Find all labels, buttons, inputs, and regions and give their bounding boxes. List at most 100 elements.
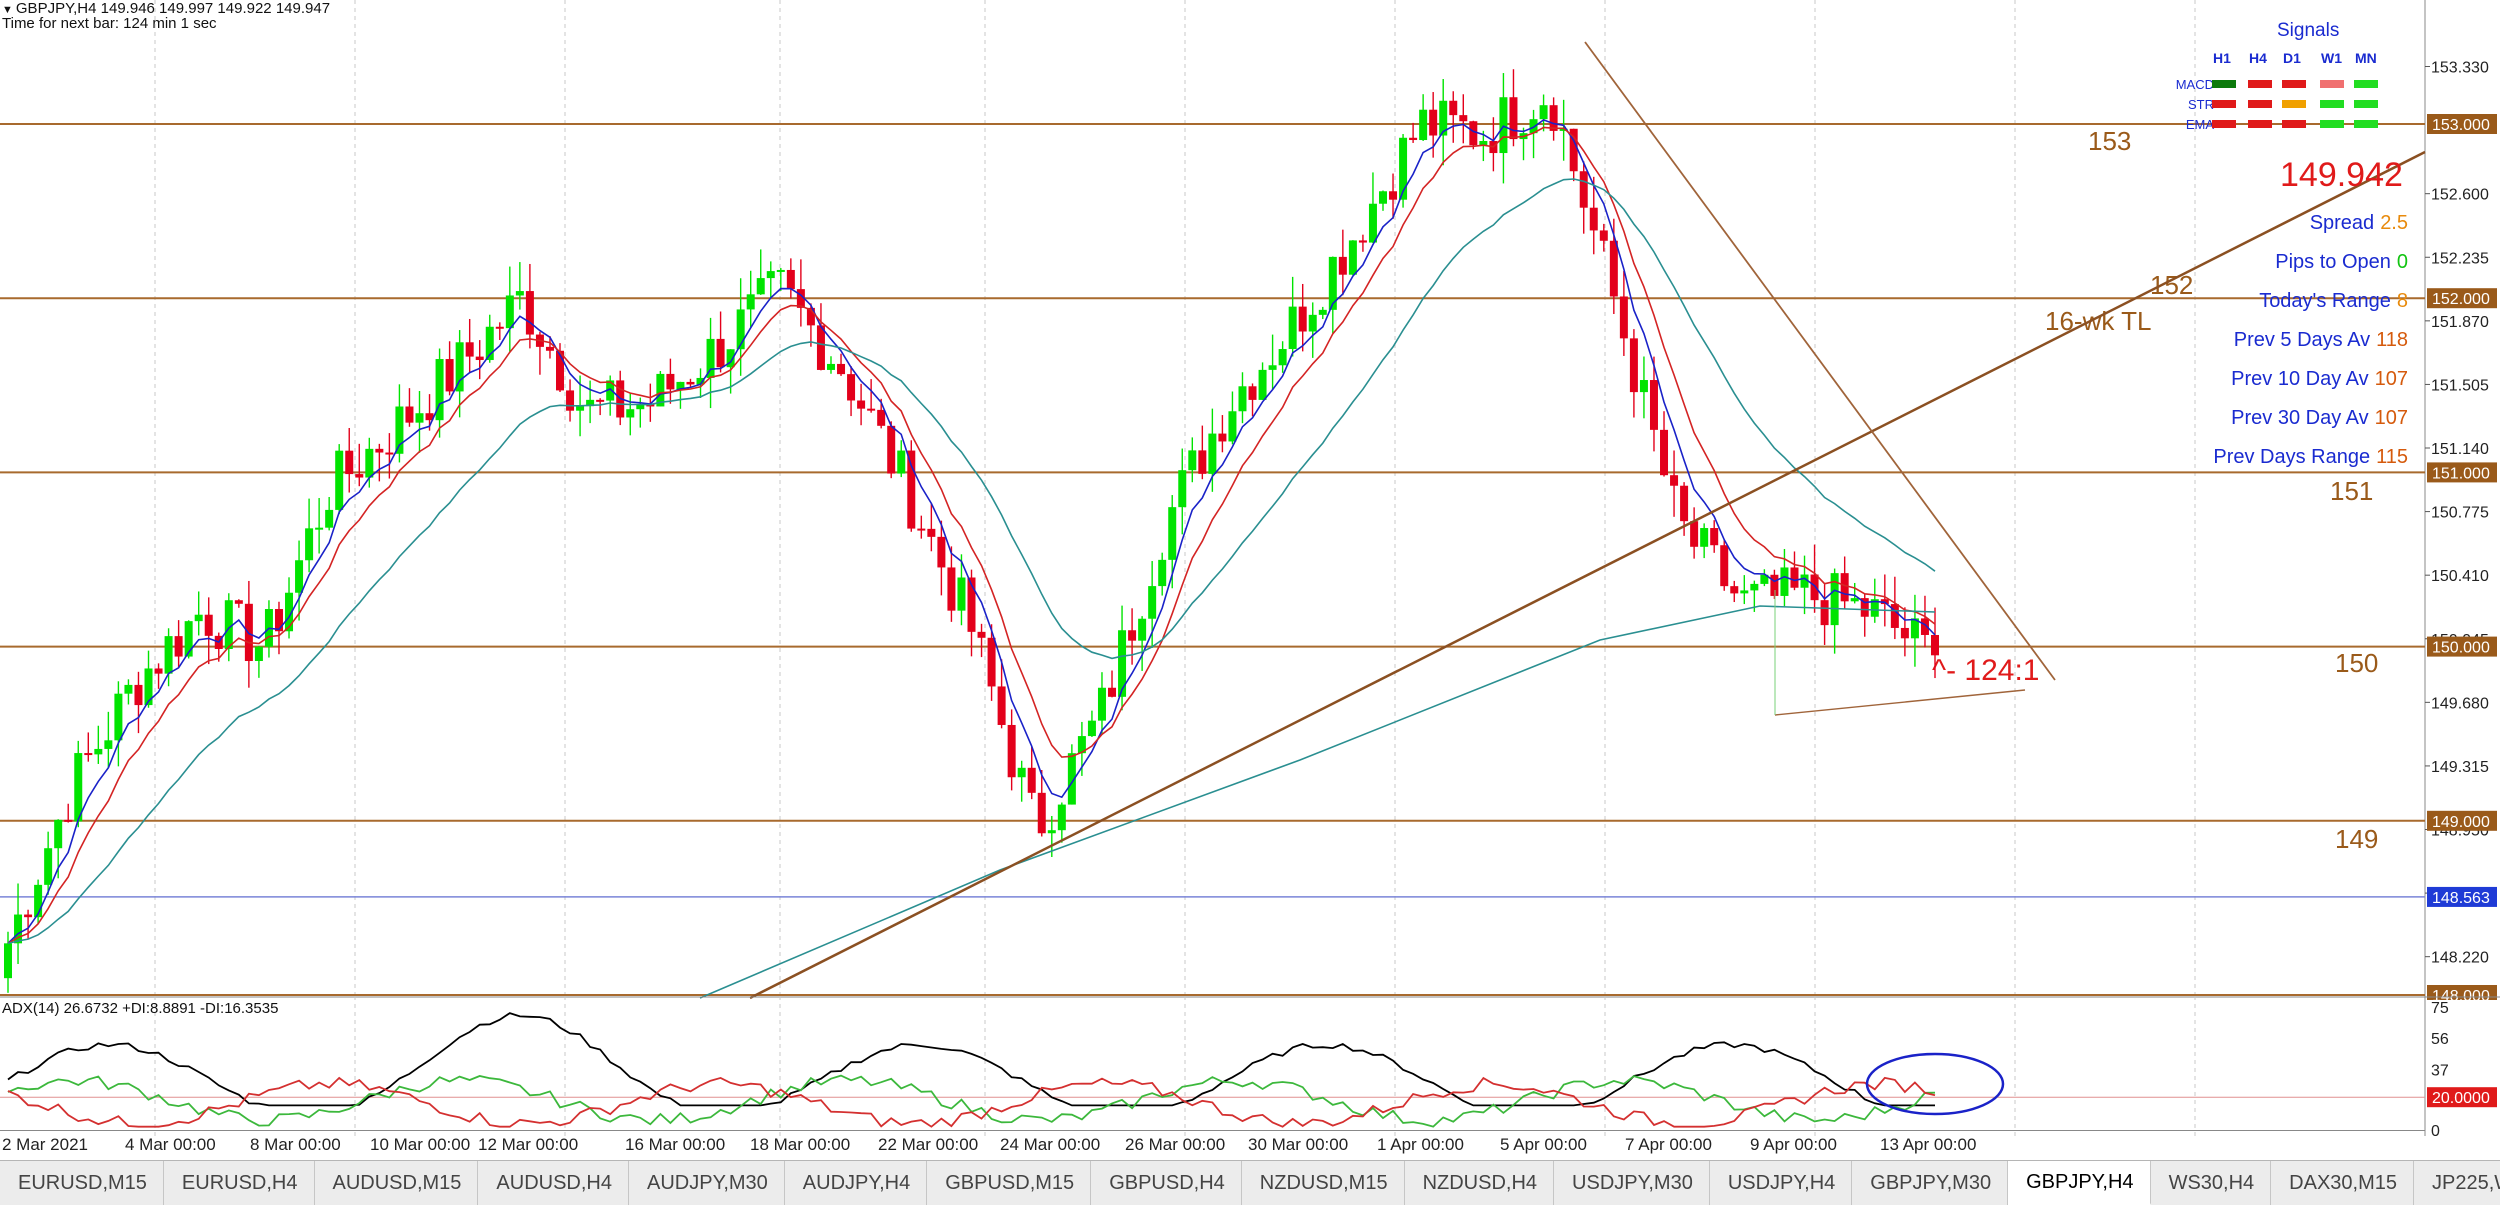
ema-long-line [699,605,1936,999]
tab-eurusd-m15[interactable]: EURUSD,M15 [0,1161,164,1205]
info-row: Spread 2.5 [2310,212,2408,235]
highlight-circle [1865,1052,2005,1116]
price-chart[interactable]: 153 152 151 150 149 16-wk TL ^- 124:1 153.330 15… [0,0,2500,1000]
collapse-triangle-icon[interactable]: ▼ [2,4,13,16]
bullish-candle [957,577,966,611]
bearish-candle [1298,306,1307,332]
bearish-candle [887,425,896,474]
bearish-candle [1670,475,1679,486]
tab-eurusd-h4[interactable]: EURUSD,H4 [164,1161,315,1205]
signal-indicator-str-h4 [2248,100,2272,108]
level-label-153: 153 [2088,126,2131,156]
adx-threshold-tag-bg [2427,1087,2497,1108]
bullish-candle [224,600,233,649]
bearish-candle [1931,634,1939,656]
price-tick-label: 150.410 [2431,568,2489,585]
info-label: Prev Days Range [2213,446,2371,468]
tab-audjpy-h4[interactable]: AUDJPY,H4 [785,1161,928,1205]
price-tick-label: 151.505 [2431,377,2489,394]
trendline-down [1584,41,2056,681]
bullish-candle [14,914,23,944]
bullish-candle [1378,191,1387,204]
bullish-candle [636,404,645,410]
signal-indicator-macd-h1 [2212,80,2236,88]
bullish-candle [1258,369,1267,400]
bearish-candle [1619,296,1628,339]
bearish-candle [405,406,414,423]
bullish-candle [756,278,765,295]
price-tick-label: 151.140 [2431,441,2489,458]
bullish-candle [1419,109,1428,141]
bearish-candle [786,269,795,290]
bearish-candle [1027,767,1036,793]
minus-di-line [7,1076,1936,1128]
bullish-candle [54,819,63,849]
bullish-candle [1158,559,1167,587]
tab-audusd-h4[interactable]: AUDUSD,H4 [478,1161,629,1205]
bullish-candle [1910,618,1919,639]
level-label-152: 152 [2150,270,2193,300]
bullish-candle [626,409,635,418]
bearish-candle [857,400,866,409]
signal-row-label: STR [2188,97,2214,112]
tab-nzdusd-h4[interactable]: NZDUSD,H4 [1405,1161,1555,1205]
bullish-candle [1228,411,1237,442]
bearish-candle [1629,338,1638,393]
tab-usdjpy-m30[interactable]: USDJPY,M30 [1554,1161,1710,1205]
price-tick-label: 151.870 [2431,314,2489,331]
bearish-candle [1469,121,1478,146]
bar-timer: Time for next bar: 124 min 1 sec [2,15,217,32]
info-value: 107 [2374,368,2408,390]
trendline-label: 16-wk TL [2045,306,2151,336]
price-tick-label: 149.315 [2431,759,2489,776]
tab-nzdusd-m15[interactable]: NZDUSD,M15 [1242,1161,1405,1205]
tab-audjpy-m30[interactable]: AUDJPY,M30 [629,1161,785,1205]
bearish-candle [84,753,93,756]
signal-row-label: MACD [2175,77,2214,92]
bearish-candle [686,381,695,385]
bearish-candle [1128,630,1137,641]
level-label-150: 150 [2335,648,2378,678]
level-tag-bg [2427,114,2497,134]
bullish-candle [696,377,705,385]
time-axis-label: 4 Mar 00:00 [125,1135,216,1154]
bullish-candle [305,528,314,561]
info-value: 2.5 [2380,212,2408,234]
adx-indicator-panel[interactable]: ADX(14) 26.6732 +DI:8.8891 -DI:16.3535 75… [0,996,2500,1136]
tab-gbpusd-h4[interactable]: GBPUSD,H4 [1091,1161,1242,1205]
bearish-candle [174,636,183,657]
bearish-candle [1790,567,1799,588]
tab-dax30-m15[interactable]: DAX30,M15 [2271,1161,2414,1205]
time-axis-label: 13 Apr 00:00 [1880,1135,1977,1154]
signal-timeframe-d1: D1 [2283,50,2301,66]
bearish-candle [1459,115,1468,122]
bearish-candle [997,686,1006,725]
signal-indicator-macd-w1 [2320,80,2344,88]
tab-usdjpy-h4[interactable]: USDJPY,H4 [1710,1161,1853,1205]
signal-indicator-str-mn [2354,100,2378,108]
bearish-candle [154,668,163,674]
tab-gbpjpy-m30[interactable]: GBPJPY,M30 [1852,1161,2009,1205]
tab-jp225-weekly[interactable]: JP225,Weekly [2414,1161,2500,1205]
tab-ws30-h4[interactable]: WS30,H4 [2151,1161,2272,1205]
tab-gbpusd-m15[interactable]: GBPUSD,M15 [927,1161,1092,1205]
bullish-candle [1559,128,1568,131]
bearish-candle [234,600,243,604]
tab-gbpjpy-h4[interactable]: GBPJPY,H4 [2008,1161,2151,1205]
bullish-candle [94,748,103,755]
bullish-candle [365,448,374,478]
time-axis-label: 10 Mar 00:00 [370,1135,471,1154]
bullish-candle [1800,574,1809,588]
bearish-candle [1579,171,1588,208]
time-axis: 2 Mar 2021 4 Mar 00:00 8 Mar 00:00 10 Mar 0… [0,1130,2425,1161]
adx-scale-tick: 37 [2431,1062,2449,1079]
tab-audusd-m15[interactable]: AUDUSD,M15 [315,1161,479,1205]
signal-timeframe-h4: H4 [2249,50,2267,66]
bullish-candle [1118,630,1127,697]
info-label: Prev 10 Day Av [2231,368,2369,390]
ema-fast-line [7,119,1936,944]
level-tag: 153.000 [2432,117,2490,134]
bullish-candle [1208,433,1217,474]
signals-title: Signals [2277,20,2340,41]
level-tag: 149.000 [2432,814,2490,831]
